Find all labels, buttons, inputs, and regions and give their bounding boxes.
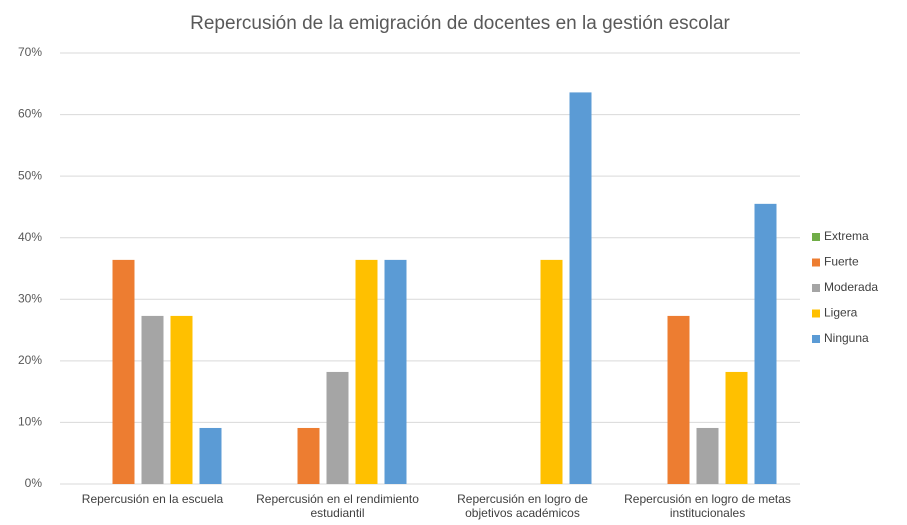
x-tick-label: Repercusión en el rendimiento estudianti… bbox=[256, 492, 419, 520]
bar bbox=[326, 371, 349, 484]
legend-label: Ninguna bbox=[824, 331, 869, 345]
bar bbox=[141, 315, 164, 484]
bar bbox=[384, 259, 407, 484]
bar bbox=[667, 315, 690, 484]
legend-swatch bbox=[812, 258, 820, 267]
y-tick-label: 60% bbox=[18, 107, 42, 121]
legend-swatch bbox=[812, 335, 820, 343]
bar bbox=[696, 427, 719, 484]
x-tick-label: Repercusión en logro de objetivos académ… bbox=[457, 492, 588, 520]
legend-label: Moderada bbox=[824, 280, 878, 294]
bar bbox=[199, 427, 222, 484]
bar bbox=[297, 427, 320, 484]
legend-label: Extrema bbox=[824, 229, 869, 243]
legend-swatch bbox=[812, 309, 820, 318]
bar bbox=[540, 259, 563, 484]
legend-label: Ligera bbox=[824, 306, 858, 320]
x-tick-label: Repercusión en logro de metas institucio… bbox=[624, 492, 791, 520]
bar bbox=[725, 371, 748, 484]
y-tick-label: 70% bbox=[18, 45, 42, 59]
legend-swatch bbox=[812, 233, 820, 241]
y-tick-label: 40% bbox=[18, 230, 42, 244]
chart-title: Repercusión de la emigración de docentes… bbox=[190, 13, 730, 34]
bar bbox=[754, 203, 777, 484]
y-tick-label: 0% bbox=[25, 476, 43, 490]
bar bbox=[355, 259, 378, 484]
y-tick-label: 10% bbox=[18, 415, 42, 429]
bar bbox=[170, 315, 193, 484]
bar bbox=[569, 92, 592, 485]
bar bbox=[112, 259, 135, 484]
legend-label: Fuerte bbox=[824, 255, 859, 269]
y-tick-label: 50% bbox=[18, 168, 42, 182]
y-tick-label: 30% bbox=[18, 291, 42, 305]
legend-swatch bbox=[812, 284, 820, 292]
x-tick-label: Repercusión en la escuela bbox=[81, 492, 224, 506]
y-tick-label: 20% bbox=[18, 353, 42, 367]
